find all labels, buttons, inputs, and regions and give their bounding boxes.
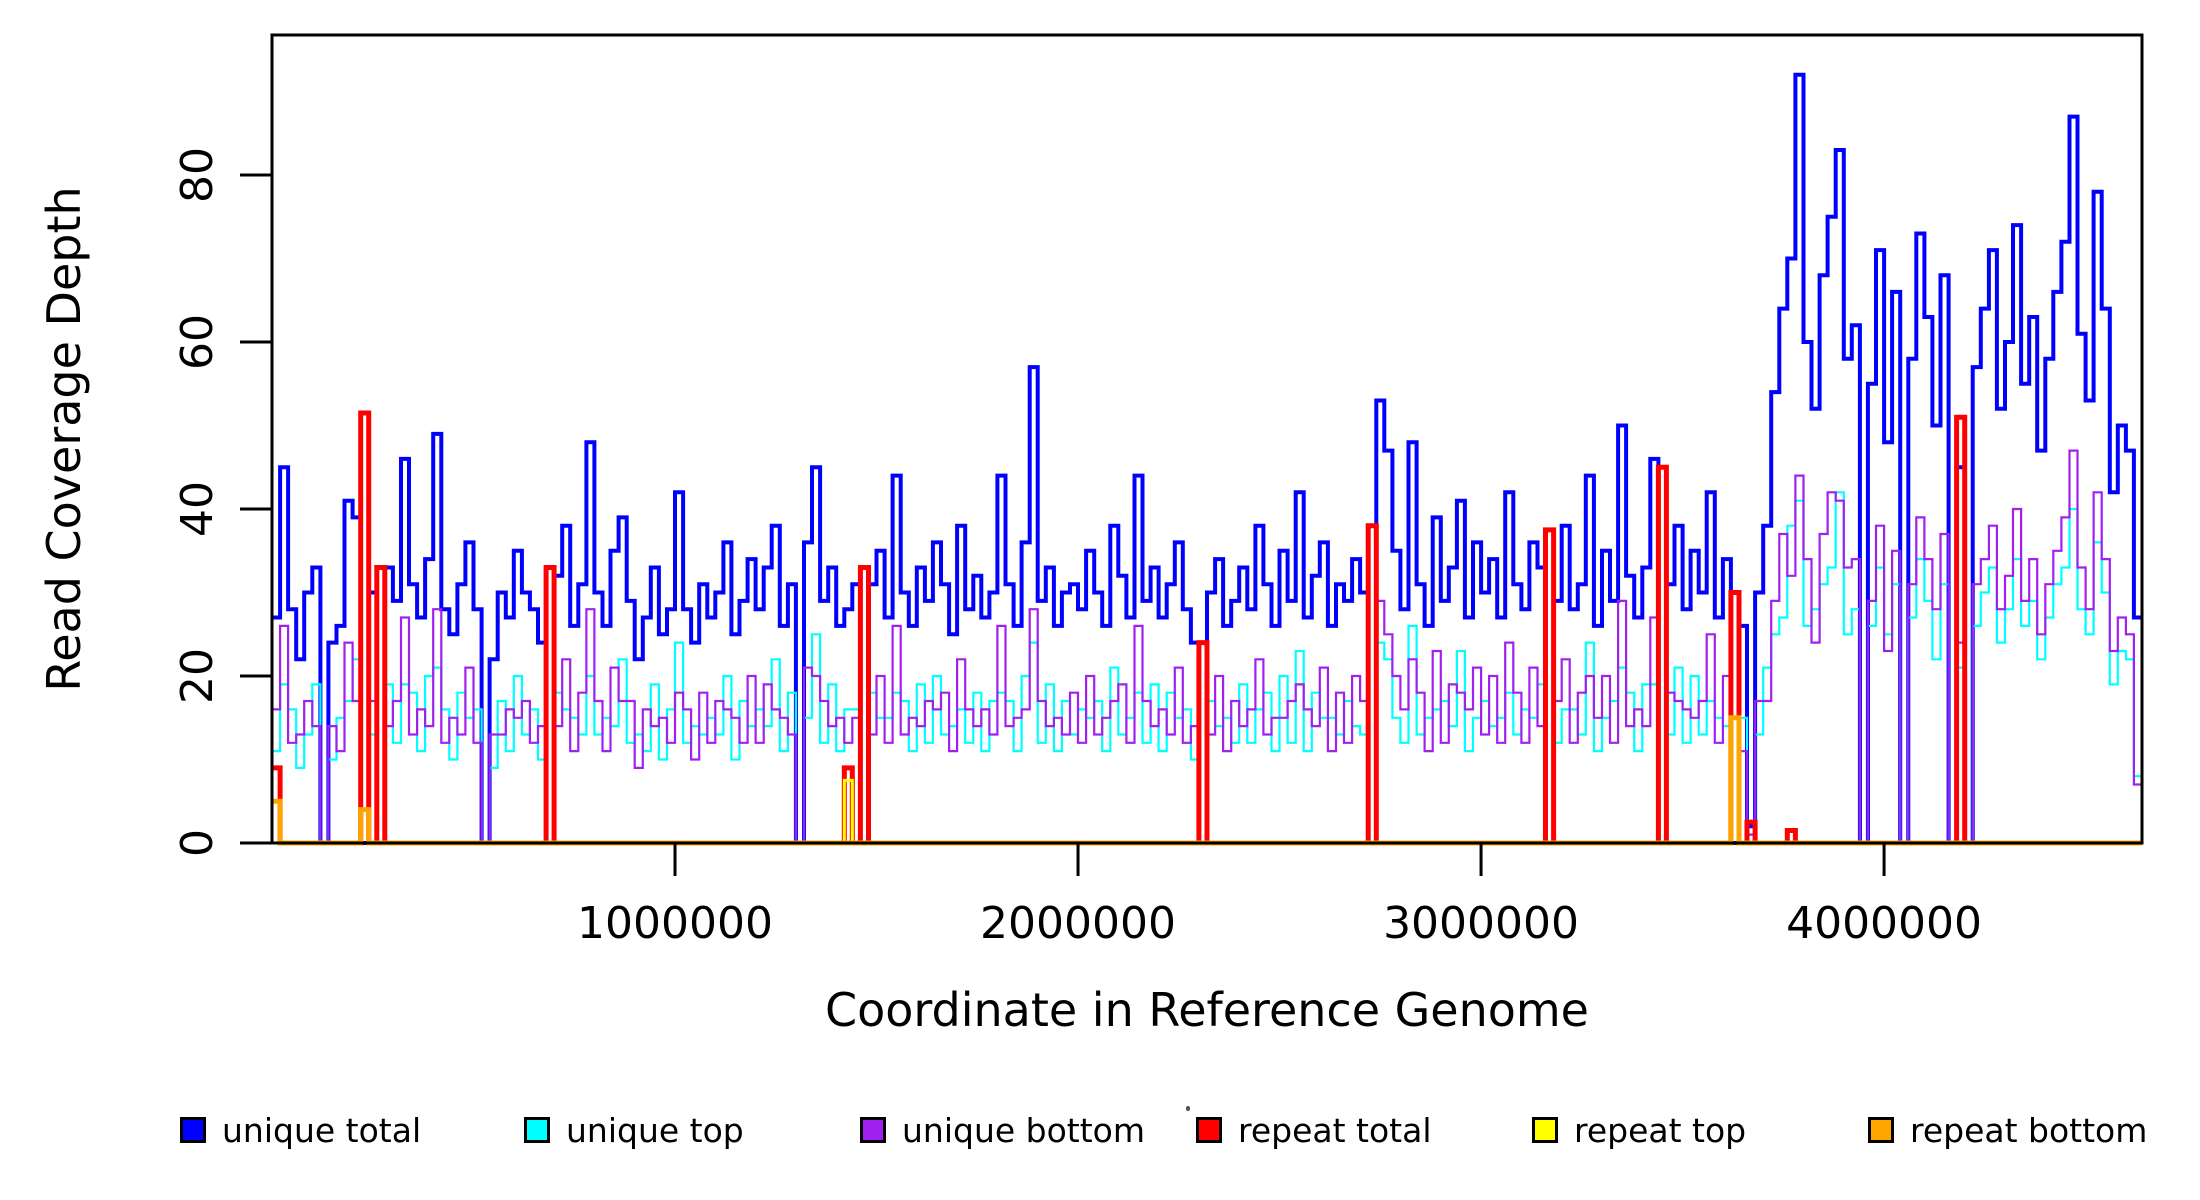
legend-item-unique-top: unique top bbox=[524, 1104, 744, 1156]
x-axis-title: Coordinate in Reference Genome bbox=[825, 983, 1589, 1037]
legend-item-unique-bottom: unique bottom bbox=[860, 1104, 1145, 1156]
legend-label: unique total bbox=[222, 1110, 422, 1150]
legend-swatch-repeat-total bbox=[1196, 1117, 1222, 1143]
stray-dot-artifact bbox=[1186, 1106, 1190, 1111]
legend-swatch-repeat-bottom bbox=[1868, 1117, 1894, 1143]
y-tick-label: 20 bbox=[172, 648, 223, 704]
legend-item-repeat-top: repeat top bbox=[1532, 1104, 1746, 1156]
legend: unique total unique top unique bottom repea… bbox=[0, 1104, 2200, 1156]
legend-item-repeat-total: repeat total bbox=[1196, 1104, 1432, 1156]
y-tick-label: 80 bbox=[172, 147, 223, 203]
legend-item-unique-total: unique total bbox=[180, 1104, 421, 1156]
legend-item-repeat-bottom: repeat bottom bbox=[1868, 1104, 2147, 1156]
y-tick-label: 40 bbox=[172, 481, 223, 537]
y-tick-label: 60 bbox=[172, 314, 223, 370]
legend-label: repeat bottom bbox=[1910, 1110, 2148, 1150]
y-axis-title: Read Coverage Depth bbox=[37, 186, 91, 691]
legend-swatch-unique-top bbox=[524, 1117, 550, 1143]
x-tick-label: 2000000 bbox=[980, 898, 1176, 949]
legend-swatch-unique-total bbox=[180, 1117, 206, 1143]
legend-label: unique top bbox=[566, 1110, 744, 1150]
legend-label: repeat total bbox=[1238, 1110, 1432, 1150]
x-tick-label: 1000000 bbox=[577, 898, 773, 949]
legend-label: unique bottom bbox=[902, 1110, 1146, 1150]
plot-generated-content: 1000000 2000000 3000000 4000000 0 20 40 60 80 bbox=[172, 33, 2144, 949]
legend-swatch-repeat-top bbox=[1532, 1117, 1558, 1143]
x-tick-label: 3000000 bbox=[1383, 898, 1579, 949]
legend-label: repeat top bbox=[1574, 1110, 1747, 1150]
legend-swatch-unique-bottom bbox=[860, 1117, 886, 1143]
y-tick-label: 0 bbox=[172, 829, 223, 857]
plot-border bbox=[270, 33, 2144, 845]
x-tick-label: 4000000 bbox=[1786, 898, 1982, 949]
